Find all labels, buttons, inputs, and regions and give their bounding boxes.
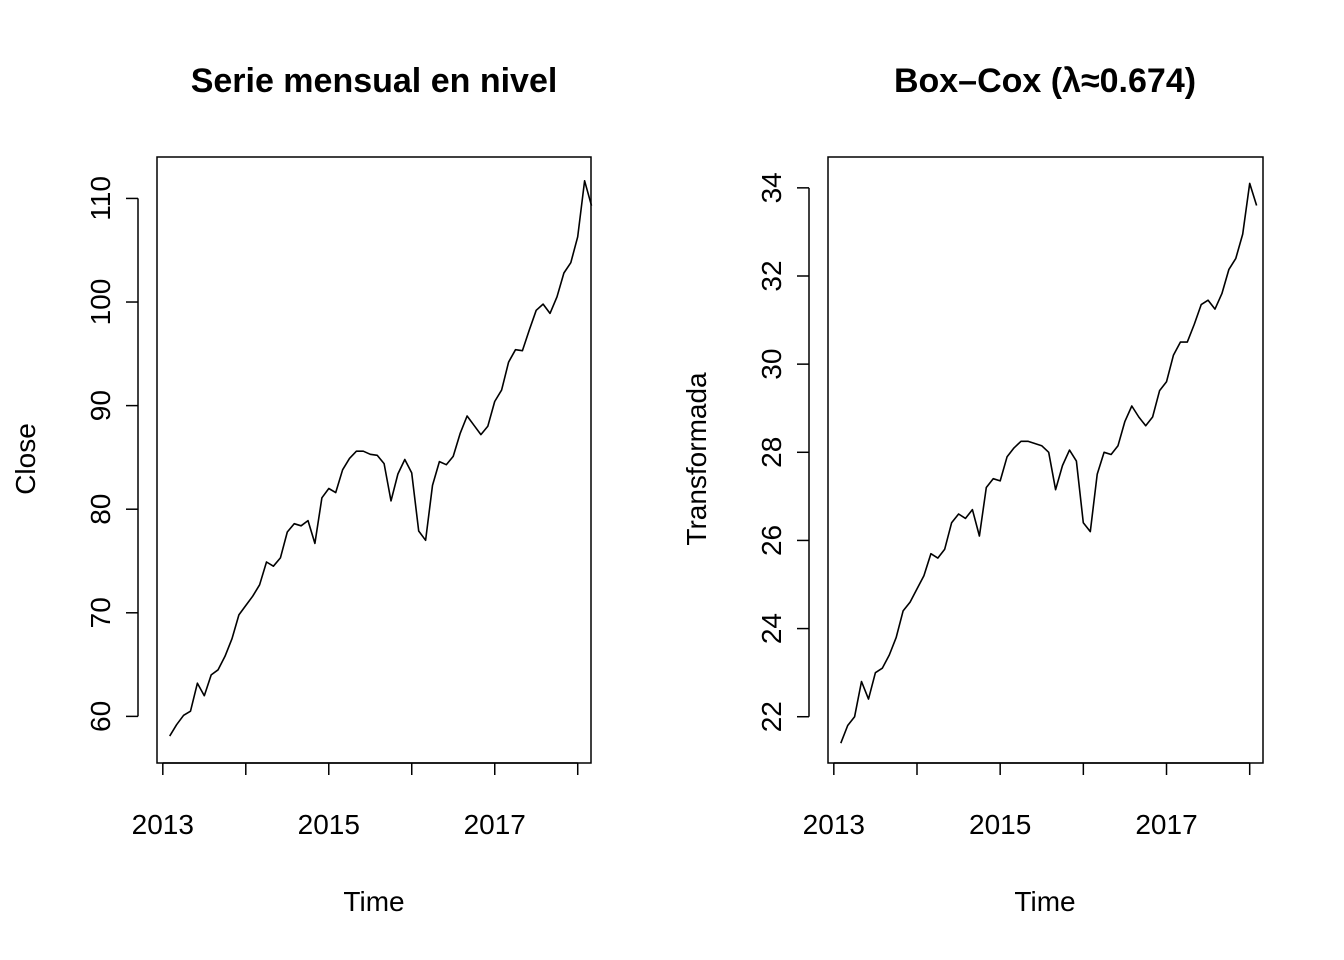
x-tick-label: 2015 <box>298 809 360 840</box>
y-tick-label: 22 <box>756 701 787 732</box>
y-tick-label: 24 <box>756 613 787 644</box>
y-tick-label: 30 <box>756 349 787 380</box>
y-tick-label: 32 <box>756 260 787 291</box>
y-tick-label: 70 <box>85 597 116 628</box>
y-tick-label: 100 <box>85 279 116 326</box>
x-axis-label: Time <box>343 886 404 917</box>
x-tick-label: 2013 <box>803 809 865 840</box>
y-tick-label: 28 <box>756 437 787 468</box>
plot-frame <box>827 156 1264 764</box>
y-tick-label: 34 <box>756 172 787 203</box>
x-tick-label: 2017 <box>1135 809 1197 840</box>
y-tick-label: 60 <box>85 701 116 732</box>
y-axis-label: Close <box>10 423 41 495</box>
y-tick-label: 26 <box>756 525 787 556</box>
x-tick-label: 2015 <box>969 809 1031 840</box>
x-tick-label: 2017 <box>464 809 526 840</box>
y-tick-label: 110 <box>85 176 116 221</box>
y-tick-label: 80 <box>85 494 116 525</box>
panel-level-series: Serie mensual en nivel Time Close 2013 20… <box>10 62 593 917</box>
plot-frame <box>156 156 592 764</box>
x-tick-label: 2013 <box>132 809 194 840</box>
y-tick-label: 90 <box>85 390 116 421</box>
chart-title: Serie mensual en nivel <box>191 62 558 100</box>
tick-layer: 2013 2015 2017 22 24 26 28 30 32 34 <box>756 172 1251 840</box>
series-line <box>169 180 593 737</box>
y-axis-label: Transformada <box>681 372 712 546</box>
chart-title: Box–Cox (λ≈0.674) <box>894 62 1196 100</box>
panel-boxcox-series: Box–Cox (λ≈0.674) Time Transformada 2013… <box>681 62 1264 917</box>
x-axis-label: Time <box>1014 886 1075 917</box>
tick-layer: 2013 2015 2017 60 70 80 90 100 110 <box>85 176 579 840</box>
series-line <box>840 182 1258 744</box>
